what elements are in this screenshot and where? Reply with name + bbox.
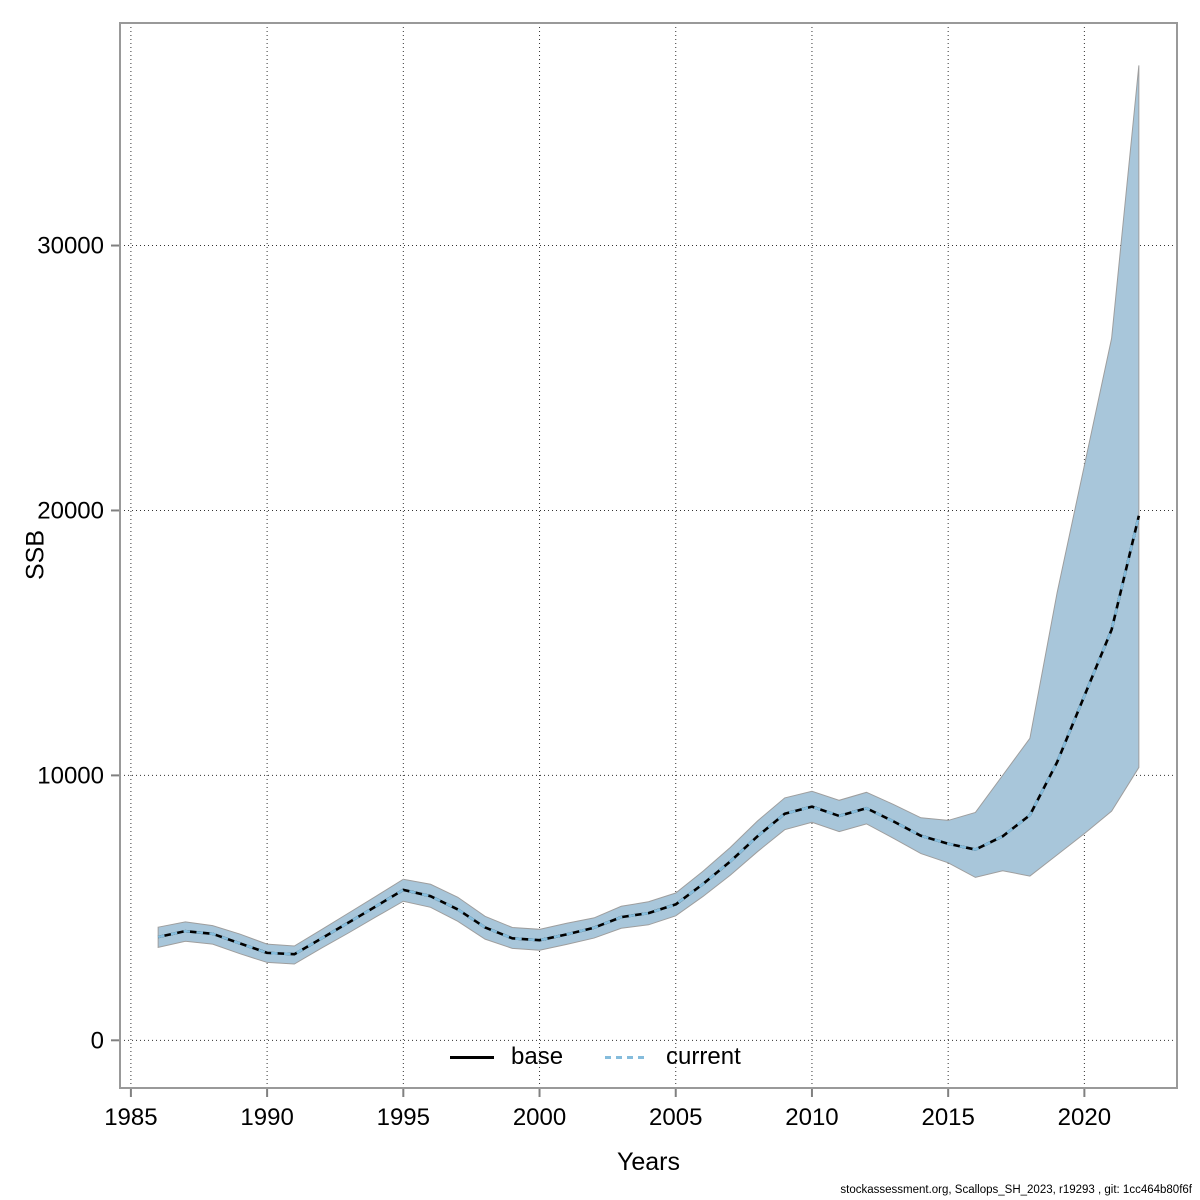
x-tick-label-2005: 2005 xyxy=(649,1104,702,1131)
current-line-swatch xyxy=(605,1055,650,1059)
x-tick-label-2015: 2015 xyxy=(921,1104,974,1131)
base-line xyxy=(157,515,1141,956)
y-axis-title: SSB xyxy=(21,529,50,581)
source-annotation: stockassessment.org, Scallops_SH_2023, r… xyxy=(840,1184,1192,1196)
x-tick-label-2000: 2000 xyxy=(513,1104,566,1131)
legend-item-current: current xyxy=(605,1043,741,1071)
legend-item-base: base xyxy=(450,1043,563,1071)
current-line xyxy=(157,515,1141,956)
y-tick-label-30000: 30000 xyxy=(37,233,104,260)
x-tick-label-1995: 1995 xyxy=(377,1104,430,1131)
x-tick-label-2010: 2010 xyxy=(785,1104,838,1131)
legend-label-current: current xyxy=(666,1043,741,1070)
x-tick-label-1985: 1985 xyxy=(104,1104,157,1131)
confidence-band xyxy=(157,65,1140,965)
x-tick-label-1990: 1990 xyxy=(240,1104,293,1131)
x-tick-label-2020: 2020 xyxy=(1058,1104,1111,1131)
legend: base current xyxy=(450,1042,741,1072)
x-axis-title: Years xyxy=(616,1148,680,1176)
y-tick-label-20000: 20000 xyxy=(37,497,104,524)
legend-label-base: base xyxy=(511,1043,564,1070)
y-tick-label-0: 0 xyxy=(91,1027,104,1054)
plot-border xyxy=(119,22,1178,1089)
y-tick-label-10000: 10000 xyxy=(37,762,104,789)
base-line-swatch xyxy=(450,1055,494,1059)
